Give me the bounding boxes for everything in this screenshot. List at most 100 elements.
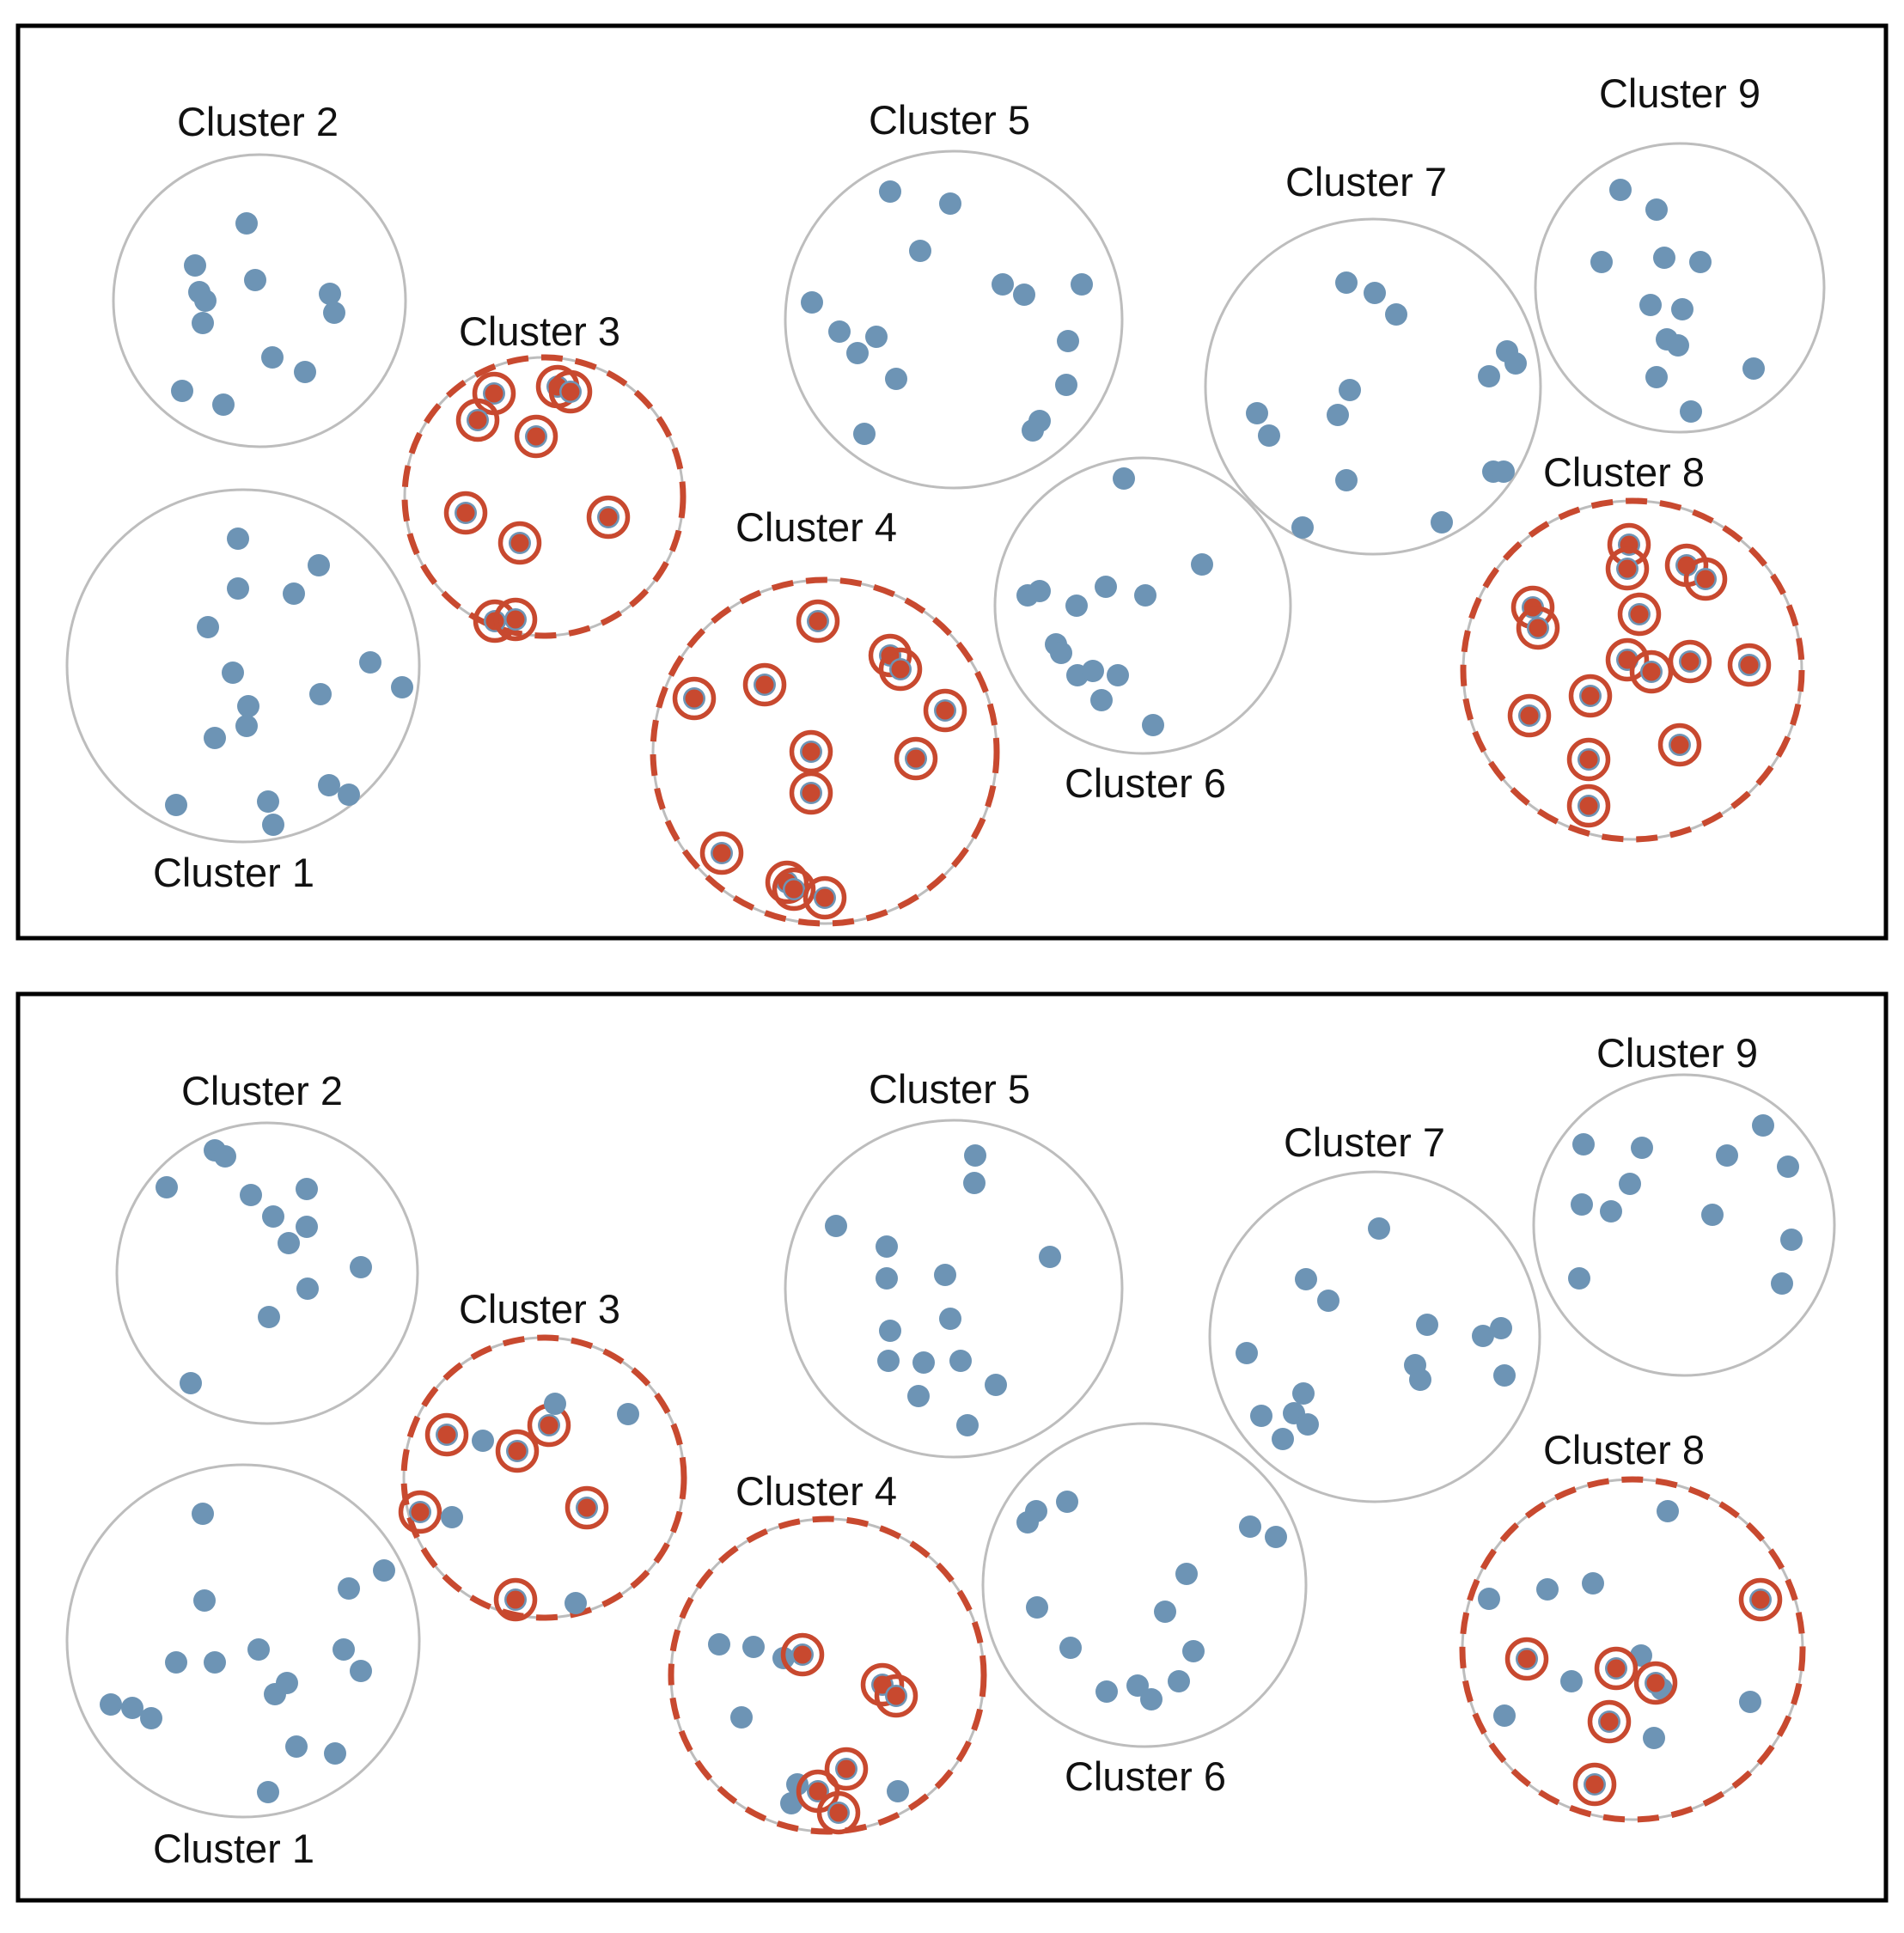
data-point: [244, 269, 266, 291]
data-point: [180, 1372, 202, 1394]
cluster-label: Cluster 2: [181, 1068, 343, 1113]
data-point: [333, 1638, 355, 1661]
data-point: [472, 1430, 494, 1452]
data-point: [846, 342, 869, 364]
sampled-point-fill: [1681, 652, 1700, 671]
sampled-point-fill: [755, 675, 774, 694]
sampled-point-fill: [1740, 656, 1759, 674]
sampled-cluster-dashed-ring: [668, 1515, 987, 1835]
data-point: [801, 291, 823, 314]
sampled-point-ring: [1568, 674, 1613, 718]
sampled-point-ring: [780, 1632, 825, 1677]
data-point: [1657, 1500, 1679, 1522]
data-point: [1335, 271, 1358, 294]
cluster-label: Cluster 6: [1065, 1753, 1226, 1799]
sampled-point-ring: [699, 831, 744, 875]
data-point: [1742, 357, 1765, 380]
cluster-label: Cluster 5: [869, 97, 1030, 143]
sampled-point-fill: [1646, 1674, 1665, 1692]
cluster-boundary-circle: [65, 1463, 421, 1819]
data-point: [1272, 1428, 1294, 1450]
data-point: [876, 1235, 898, 1258]
data-point: [1643, 1727, 1665, 1749]
sampled-point-ring: [874, 1674, 918, 1718]
sampled-point-ring: [1594, 1646, 1639, 1691]
data-point: [1335, 469, 1358, 491]
data-point: [197, 616, 219, 638]
data-point: [235, 715, 258, 737]
data-point: [1168, 1670, 1190, 1692]
sampled-point-ring: [772, 867, 816, 912]
cluster-boundary-circle: [1534, 142, 1826, 434]
data-point: [171, 380, 193, 402]
data-point: [1492, 460, 1515, 483]
data-point: [1777, 1156, 1799, 1178]
data-point: [1752, 1114, 1774, 1137]
data-point: [825, 1215, 847, 1237]
sampled-point-fill: [1517, 1649, 1536, 1668]
data-point: [964, 1144, 986, 1167]
sampled-point-ring: [802, 875, 847, 920]
data-point: [1039, 1246, 1061, 1268]
data-point: [1107, 664, 1129, 686]
cluster-boundary-circle: [993, 456, 1292, 755]
sampled-point-fill: [887, 1686, 906, 1705]
data-point: [1028, 580, 1051, 602]
sampled-point-ring: [1587, 1699, 1632, 1744]
top-panel-cluster-7: Cluster 7: [1204, 159, 1542, 556]
data-point: [828, 320, 851, 343]
sampled-point-ring: [1516, 606, 1560, 650]
data-point: [1095, 1680, 1118, 1703]
data-point: [309, 683, 332, 705]
sampled-point-fill: [577, 1498, 596, 1517]
data-point: [296, 1277, 319, 1300]
sampled-point-ring: [493, 1577, 538, 1622]
top-panel-cluster-8: Cluster 8: [1460, 449, 1805, 843]
sampled-point-fill: [1579, 796, 1598, 815]
data-point: [1291, 516, 1314, 539]
data-point: [1028, 410, 1051, 432]
sampled-point-ring: [1504, 1637, 1549, 1681]
sampled-point-ring: [894, 736, 938, 781]
data-point: [237, 695, 259, 717]
data-point: [1472, 1325, 1494, 1347]
bottom-panel-cluster-3: Cluster 3: [398, 1286, 687, 1622]
data-point: [742, 1636, 765, 1658]
data-point: [1680, 400, 1702, 423]
data-point: [283, 582, 305, 605]
cluster-label: Cluster 1: [153, 1826, 314, 1871]
data-point: [1493, 1704, 1516, 1727]
data-point: [1134, 584, 1156, 607]
data-point: [1478, 1588, 1500, 1610]
data-point: [617, 1403, 639, 1425]
data-point: [264, 1683, 286, 1705]
sampled-point-ring: [495, 1429, 540, 1473]
data-point: [1416, 1314, 1438, 1336]
data-point: [140, 1707, 162, 1729]
sampled-point-ring: [398, 1490, 442, 1534]
data-point: [1175, 1563, 1198, 1585]
data-point: [1026, 1596, 1048, 1619]
data-point: [1016, 1511, 1039, 1534]
sampled-cluster-dashed-ring: [401, 354, 687, 639]
data-point: [1265, 1526, 1287, 1548]
sampled-point-fill: [468, 411, 487, 430]
data-point: [1140, 1688, 1163, 1710]
sampled-cluster-dashed-ring: [400, 1334, 687, 1621]
data-point: [1327, 404, 1349, 426]
data-point: [1154, 1601, 1176, 1623]
data-point: [780, 1792, 802, 1814]
data-point: [853, 423, 876, 445]
sampled-point-ring: [1727, 643, 1772, 687]
data-point: [1431, 511, 1453, 534]
sampled-point-fill: [1600, 1712, 1619, 1731]
data-point: [227, 577, 249, 600]
data-point: [1645, 366, 1668, 388]
bottom-panel-cluster-2: Cluster 2: [115, 1068, 419, 1425]
cluster-label: Cluster 4: [735, 504, 897, 550]
sampled-cluster-dashed-ring: [1460, 497, 1805, 843]
sampled-point-fill: [936, 701, 955, 720]
cluster-label: Cluster 9: [1599, 70, 1761, 116]
data-point: [1572, 1133, 1595, 1156]
data-point: [247, 1638, 270, 1661]
